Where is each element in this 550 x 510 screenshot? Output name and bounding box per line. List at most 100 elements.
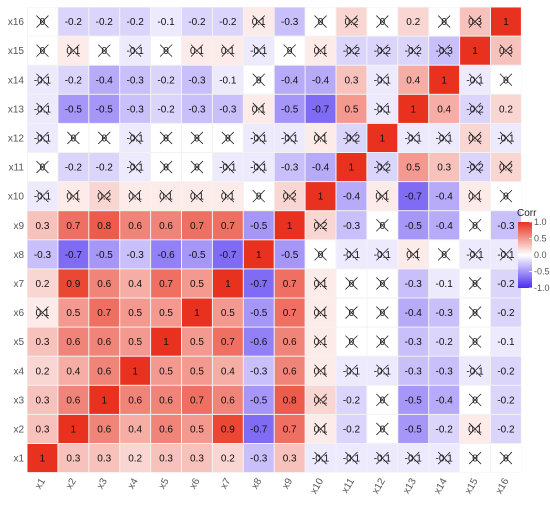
heatmap-cell-x1-x6: 0.3 — [182, 444, 212, 473]
heatmap-cell-x8-x4: -0.3 — [120, 240, 151, 269]
insignificant-cross-mark — [36, 44, 49, 57]
heatmap-cell-x15-x2: 0.1 — [58, 36, 89, 65]
heatmap-cell-label: -0.7 — [312, 104, 330, 115]
heatmap-cell-x16-x2: -0.2 — [58, 7, 89, 36]
heatmap-cell-label: 0 — [380, 221, 386, 232]
heatmap-cell-x1-x15: 0 — [460, 444, 490, 473]
heatmap-cell-fill — [491, 7, 521, 36]
heatmap-cell-x15-x1: 0 — [27, 36, 58, 65]
heatmap-cell-x14-x16: 0 — [491, 65, 521, 94]
heatmap-cell-x9-x2: 0.7 — [58, 211, 89, 240]
legend-title: Corr — [517, 208, 537, 219]
heatmap-cell-x2-x9: 0.7 — [274, 414, 305, 443]
heatmap-cell-label: -0.1 — [219, 163, 237, 174]
heatmap-cell-x14-x2: -0.2 — [58, 65, 89, 94]
heatmap-cell-x11-x11: 1 — [336, 153, 367, 182]
insignificant-cross-mark — [468, 15, 482, 28]
heatmap-cell-fill — [429, 65, 460, 94]
heatmap-cell-fill — [151, 327, 181, 356]
heatmap-cell-x12-x7: 0 — [212, 123, 243, 152]
heatmap-cell-label: -0.3 — [188, 104, 206, 115]
insignificant-cross-mark — [468, 102, 482, 116]
heatmap-cell-label: 0.6 — [128, 395, 142, 406]
insignificant-cross-mark — [468, 248, 482, 261]
heatmap-cell-x6-x14: -0.3 — [429, 298, 460, 327]
heatmap-cell-x2-x14: -0.2 — [429, 414, 460, 443]
heatmap-cell-label: -0.6 — [157, 250, 175, 261]
heatmap-cell-fill — [89, 7, 120, 36]
heatmap-cell-fill — [89, 211, 120, 240]
heatmap-cell-label: -0.3 — [127, 75, 145, 86]
insignificant-cross-mark — [314, 131, 327, 145]
insignificant-cross-mark — [376, 451, 389, 465]
legend-tick-label: -0.5 — [534, 267, 550, 277]
heatmap-cell-label: 0 — [380, 395, 386, 406]
insignificant-cross-mark — [97, 44, 111, 57]
heatmap-cell-x4-x6: 0.5 — [182, 356, 212, 385]
heatmap-cell-x7-x11: 0 — [336, 269, 367, 298]
heatmap-cell-label: 0.5 — [190, 279, 204, 290]
heatmap-cell-x16-x7: -0.2 — [212, 7, 243, 36]
heatmap-cell-x15-x13: -0.2 — [398, 36, 429, 65]
heatmap-cell-x14-x15: -0.1 — [460, 65, 490, 94]
insignificant-cross-mark — [67, 44, 80, 57]
heatmap-cell-label: 0.2 — [35, 279, 49, 290]
heatmap-cell-fill — [58, 444, 89, 473]
heatmap-cell-label: 0 — [225, 133, 231, 144]
heatmap-cell-label: -0.1 — [34, 133, 52, 144]
heatmap-cell-label: 0.5 — [221, 308, 235, 319]
insignificant-cross-mark — [128, 44, 142, 57]
heatmap-cell-label: -0.2 — [157, 75, 175, 86]
heatmap-cell-x9-x1: 0.3 — [27, 211, 58, 240]
heatmap-cell-x9-x4: 0.6 — [120, 211, 151, 240]
heatmap-cell-fill — [212, 211, 243, 240]
insignificant-cross-mark — [376, 277, 389, 290]
heatmap-cell-label: 0.4 — [437, 104, 451, 115]
heatmap-cell-x13-x16: 0.2 — [491, 94, 521, 123]
heatmap-cell-x6-x10: 0.1 — [305, 298, 336, 327]
heatmap-cell-x12-x15: 0.2 — [460, 123, 490, 152]
heatmap-cell-label: 0 — [380, 337, 386, 348]
heatmap-cell-x4-x3: 0.6 — [89, 356, 120, 385]
insignificant-cross-mark — [190, 131, 204, 145]
heatmap-cell-x15-x11: -0.2 — [336, 36, 367, 65]
heatmap-cell-label: -0.1 — [436, 454, 454, 465]
heatmap-cell-x4-x14: -0.3 — [429, 356, 460, 385]
heatmap-cell-label: 0.3 — [66, 454, 80, 465]
heatmap-cell-label: 1 — [472, 46, 478, 57]
heatmap-cell-x16-x11: 0.2 — [336, 7, 367, 36]
heatmap-cell-fill — [120, 356, 151, 385]
heatmap-cell-x11-x5: 0 — [151, 153, 181, 182]
insignificant-cross-mark — [314, 218, 327, 232]
heatmap-cell-label: -0.6 — [250, 337, 268, 348]
y-tick-label: x10 — [8, 192, 25, 203]
heatmap-cell-x14-x13: 0.4 — [398, 65, 429, 94]
heatmap-cell-label: 0.5 — [128, 337, 142, 348]
heatmap-cell-x5-x10: 0.1 — [305, 327, 336, 356]
insignificant-cross-mark — [468, 451, 482, 465]
heatmap-cell-x14-x9: -0.4 — [274, 65, 305, 94]
heatmap-cell-x4-x2: 0.4 — [58, 356, 89, 385]
heatmap-cell-label: 0.1 — [314, 279, 328, 290]
heatmap-cell-fill — [58, 240, 89, 269]
heatmap-cell-label: -0.2 — [497, 308, 515, 319]
insignificant-cross-mark — [499, 451, 513, 465]
heatmap-cell-x2-x15: 0.1 — [460, 414, 490, 443]
heatmap-cell-label: 0.2 — [97, 192, 111, 203]
insignificant-cross-mark — [252, 131, 266, 145]
heatmap-cell-fill — [182, 298, 212, 327]
heatmap-cell-label: -0.1 — [219, 75, 237, 86]
heatmap-cell-x16-x12: 0 — [367, 7, 398, 36]
heatmap-cell-fill — [336, 94, 367, 123]
heatmap-cell-label: 0.5 — [159, 366, 173, 377]
heatmap-cell-fill — [491, 211, 521, 240]
heatmap-cell-label: 0.3 — [35, 337, 49, 348]
heatmap-cell-label: -0.3 — [250, 366, 268, 377]
heatmap-cell-x11-x13: 0.5 — [398, 153, 429, 182]
y-tick-label: x9 — [13, 221, 24, 232]
heatmap-cell-fill — [274, 240, 305, 269]
heatmap-cell-label: 0.5 — [159, 308, 173, 319]
heatmap-cell-fill — [182, 65, 212, 94]
heatmap-cell-label: 0 — [349, 308, 355, 319]
insignificant-cross-mark — [345, 44, 358, 57]
